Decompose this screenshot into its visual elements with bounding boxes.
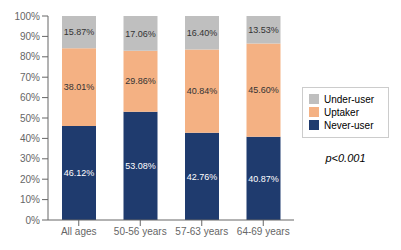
html-text:Under-user: Under-user [324, 93, 374, 105]
svg-text:70%: 70% [20, 72, 40, 83]
svg-text:17.06%: 17.06% [125, 29, 156, 39]
svg-text:29.86%: 29.86% [125, 76, 156, 86]
svg-text:15.87%: 15.87% [64, 27, 95, 37]
svg-text:100%: 100% [14, 11, 40, 22]
svg-text:0%: 0% [26, 215, 41, 226]
svg-text:40%: 40% [20, 133, 40, 144]
html-text:Never-user: Never-user [324, 119, 374, 131]
svg-text:16.40%: 16.40% [187, 28, 218, 38]
svg-text:30%: 30% [20, 153, 40, 164]
html-text:p<0.001: p<0.001 [325, 151, 366, 164]
svg-text:57-63 years: 57-63 years [175, 226, 228, 237]
svg-text:60%: 60% [20, 92, 40, 103]
svg-text:64-69 years: 64-69 years [237, 226, 290, 237]
svg-text:40.84%: 40.84% [187, 86, 218, 96]
svg-text:45.60%: 45.60% [248, 85, 279, 95]
svg-text:40.87%: 40.87% [248, 174, 279, 184]
svg-text:10%: 10% [20, 194, 40, 205]
svg-text:38.01%: 38.01% [64, 82, 95, 92]
svg-text:50%: 50% [20, 113, 40, 124]
svg-text:50-56 years: 50-56 years [114, 226, 167, 237]
svg-text:90%: 90% [20, 31, 40, 42]
svg-text:46.12%: 46.12% [64, 168, 95, 178]
svg-text:42.76%: 42.76% [187, 172, 218, 182]
svg-text:80%: 80% [20, 51, 40, 62]
svg-text:13.53%: 13.53% [248, 25, 279, 35]
svg-text:53.08%: 53.08% [125, 161, 156, 171]
html-text:Uptaker: Uptaker [324, 106, 359, 118]
svg-text:20%: 20% [20, 174, 40, 185]
svg-text:All ages: All ages [61, 226, 97, 237]
